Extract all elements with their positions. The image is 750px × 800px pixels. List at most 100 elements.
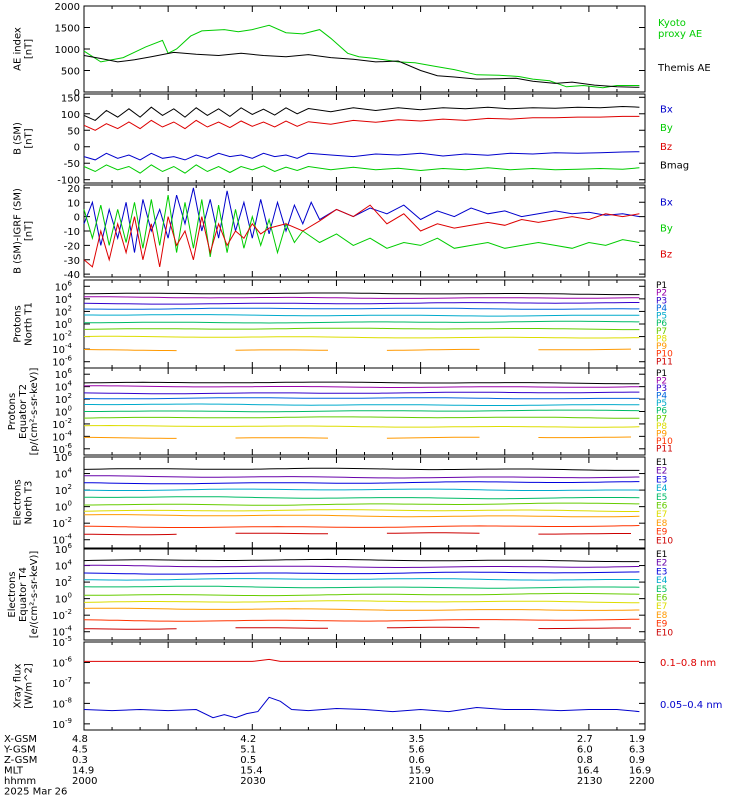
y-tick-exponent: -2: [65, 608, 72, 616]
legend-label: 0.1–0.8 nm: [660, 658, 716, 669]
y-tick-exponent: -6: [65, 355, 73, 363]
y-tick-exponent: 2: [68, 392, 72, 400]
y-tick-exponent: 6: [68, 367, 73, 375]
channel-line-E9: [83, 525, 640, 528]
y-tick-label: 1000: [55, 45, 80, 56]
y-tick-exponent: 2: [68, 304, 72, 312]
footer-value: 5.1: [240, 745, 256, 756]
footer-row-label: X-GSM: [4, 734, 37, 745]
y-tick-exponent: -9: [65, 717, 72, 725]
y-tick-label: 2000: [55, 2, 80, 13]
y-tick-label: 10-7: [52, 676, 72, 690]
y-axis-label-line: Protons: [7, 393, 18, 430]
y-axis-label-line: North T3: [24, 481, 35, 525]
y-tick-exponent: -7: [65, 676, 72, 684]
channel-label: P6: [656, 407, 667, 417]
y-tick-label: -100: [57, 176, 80, 187]
channel-label: E4: [656, 576, 668, 586]
channel-line-E8: [83, 607, 640, 611]
legend-label: By: [660, 224, 673, 235]
footer-value: 6.3: [629, 745, 645, 756]
y-axis-label-line: [nT]: [24, 221, 35, 241]
y-tick-label: 100: [55, 500, 72, 514]
channel-label: E2: [656, 559, 667, 569]
y-tick-label: 1500: [55, 24, 80, 35]
y-tick-label: -20: [64, 241, 80, 252]
y-axis-label-line: Electrons: [7, 571, 18, 617]
y-tick-exponent: 6: [68, 542, 73, 550]
footer-value: 0.3: [72, 755, 88, 766]
y-axis-label-line: [p/(cm²-s-sr-keV)]: [29, 368, 40, 456]
y-tick-exponent: -6: [65, 442, 73, 450]
y-axis-label-1: B (SM) [nT]: [13, 122, 35, 155]
channel-line-E3: [83, 571, 640, 575]
y-tick-exponent: 6: [68, 450, 73, 458]
channel-line-E1: [83, 558, 640, 563]
y-tick-label: 10-2: [52, 516, 72, 530]
channel-label: P6: [656, 319, 667, 329]
channel-label: P4: [656, 392, 667, 402]
channel-label: P8: [656, 422, 667, 432]
y-tick-label: 106: [55, 450, 73, 464]
y-tick-exponent: -4: [65, 342, 73, 350]
channel-line-E6: [84, 502, 640, 506]
footer-value: 0.8: [577, 755, 593, 766]
y-tick-exponent: 2: [68, 483, 72, 491]
channel-line-P5: [84, 403, 640, 406]
series-line: [83, 696, 640, 719]
y-tick-label: 500: [61, 67, 80, 78]
footer-value: 3.5: [409, 734, 425, 745]
legend-label: 0.05–0.4 nm: [660, 700, 722, 711]
footer-value: 15.4: [240, 766, 262, 777]
y-axis-label-line: Xray flux: [13, 664, 24, 709]
y-tick-exponent: 0: [68, 405, 72, 413]
y-tick-exponent: 4: [68, 380, 73, 388]
legend-label-kyoto: Kyoto: [658, 18, 686, 29]
y-axis-label-5: Electrons North T3: [13, 479, 35, 525]
footer-value: 4.5: [72, 745, 88, 756]
y-axis-label-6: Electrons Equator T4 [e/(cm²-s-sr-keV)]: [7, 551, 40, 639]
series-line-bx: [83, 187, 640, 253]
channel-label: E4: [656, 484, 668, 494]
y-tick-label: 106: [55, 542, 73, 556]
y-tick-exponent: 4: [68, 467, 73, 475]
footer-value: 2100: [409, 776, 434, 787]
y-tick-exponent: -2: [65, 330, 72, 338]
channel-label: P10: [656, 350, 673, 360]
footer-value: 4.2: [240, 734, 256, 745]
footer-value: 14.9: [72, 766, 94, 777]
channel-line-E6: [84, 592, 640, 597]
y-tick-label: 10-9: [52, 717, 72, 731]
y-axis-label-4: Protons Equator T2 [p/(cm²-s-sr-keV)]: [7, 368, 40, 456]
y-axis-label-line: Electrons: [13, 479, 24, 525]
legend-label: Bx: [660, 104, 673, 115]
footer-row-label: Z-GSM: [4, 755, 37, 766]
channel-label: P10: [656, 437, 673, 447]
channel-label: P3: [656, 296, 667, 306]
channel-line-E5: [83, 585, 640, 589]
channel-label: P5: [656, 312, 667, 322]
panel-frame-7: [83, 641, 646, 731]
y-tick-exponent: 4: [68, 559, 73, 567]
channel-line-E4: [83, 578, 640, 581]
channel-line-P9: [84, 436, 632, 439]
y-tick-exponent: -4: [65, 625, 73, 633]
channel-label: P1: [656, 281, 667, 291]
y-tick-exponent: -4: [65, 533, 73, 541]
channel-line-P4: [83, 307, 640, 310]
footer-value: 16.4: [577, 766, 599, 777]
y-tick-label: 102: [55, 575, 72, 589]
footer-value: 4.8: [72, 734, 88, 745]
y-tick-label: 10-2: [52, 608, 72, 622]
channel-line-P3: [83, 302, 640, 305]
y-tick-exponent: -8: [65, 696, 72, 704]
legend-label: Bz: [660, 250, 672, 261]
y-axis-label-line: Equator T4: [18, 567, 29, 622]
channel-label: E9: [656, 528, 668, 538]
channel-label: E3: [656, 475, 667, 485]
y-tick-exponent: -5: [65, 635, 72, 643]
y-tick-label: 100: [61, 110, 80, 121]
series-line-bz: [83, 204, 640, 268]
channel-line-E1: [83, 467, 640, 471]
